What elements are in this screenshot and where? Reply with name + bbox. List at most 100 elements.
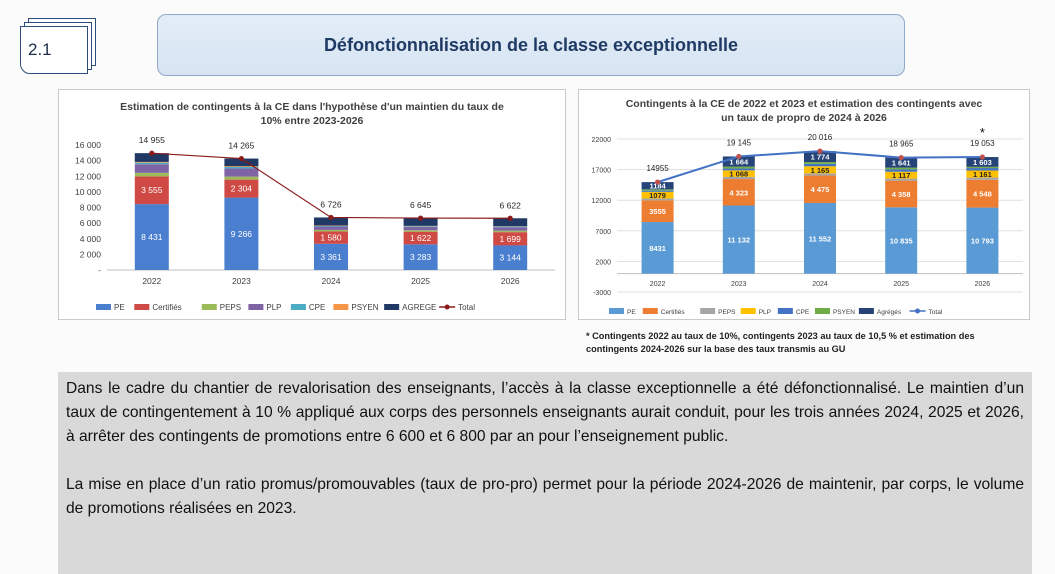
bar-segment-plp xyxy=(314,226,348,230)
legend-label: CPE xyxy=(309,303,325,312)
y-tick-label: 6 000 xyxy=(80,218,102,228)
bar-segment-pe xyxy=(641,222,674,274)
legend-marker xyxy=(915,308,921,314)
legend-marker xyxy=(444,304,450,310)
total-label: 14 265 xyxy=(228,141,254,151)
bar-segment-peps xyxy=(403,230,438,232)
bar-segment-pe xyxy=(885,207,918,274)
data-label: 1 641 xyxy=(892,159,911,168)
legend-label: Agrégés xyxy=(877,309,902,316)
bar-segment-peps xyxy=(134,172,169,177)
total-label: 6 726 xyxy=(320,199,342,209)
bar-segment-cpe xyxy=(641,190,674,192)
bar-segment-agrege xyxy=(403,218,438,226)
total-label: 20 016 xyxy=(808,133,833,142)
bar-segment-pe xyxy=(804,202,836,274)
data-label: 3 283 xyxy=(410,252,432,262)
data-label: 9 266 xyxy=(231,229,253,239)
x-tick-label: 2025 xyxy=(893,281,909,288)
bar-segment-peps xyxy=(493,230,528,233)
bar-segment-cpe xyxy=(134,162,169,165)
y-tick-label: 7000 xyxy=(595,229,611,236)
total-label: 19 053 xyxy=(970,139,995,148)
total-label: 14 955 xyxy=(139,135,165,145)
legend-swatch xyxy=(134,304,150,310)
bar-segment-certifiés xyxy=(314,231,348,244)
legend-label: Certifiés xyxy=(661,309,686,316)
total-point xyxy=(817,148,823,154)
bar-segment-agrégés xyxy=(804,151,836,163)
bar-segment-certifiés xyxy=(804,175,836,203)
bar-segment-agrege xyxy=(314,217,348,226)
bar-segment-agrégés xyxy=(966,157,999,167)
bar-segment-agrégés xyxy=(885,157,918,168)
legend-label: PE xyxy=(627,309,636,316)
bar-segment-cpe xyxy=(493,226,528,228)
x-tick-label: 2026 xyxy=(975,281,991,288)
bar-segment-pe xyxy=(493,245,528,270)
total-label: 19 145 xyxy=(727,138,752,147)
chart-svg: -3000 2000 7000 12000 17000 22000 8431 3555 1079… xyxy=(592,125,1023,316)
bar-segment-pe xyxy=(403,244,438,270)
data-label: 3 361 xyxy=(320,252,342,262)
legend-label: PE xyxy=(114,303,125,312)
section-badge: 2.1 xyxy=(18,18,100,80)
data-label: 1 664 xyxy=(729,158,749,167)
bar-segment-pe xyxy=(314,243,348,270)
badge-sheet-front xyxy=(20,26,88,74)
total-label: 18 965 xyxy=(889,140,914,149)
data-label: 1 165 xyxy=(811,166,830,175)
data-label: 1 774 xyxy=(811,153,831,162)
legend-swatch xyxy=(740,308,756,314)
bar-segment-cpe xyxy=(722,168,755,171)
data-label: 11 132 xyxy=(728,236,751,245)
bar-segment-certifiés xyxy=(493,232,528,246)
total-point xyxy=(238,155,244,162)
bar-segment-pe xyxy=(134,204,169,270)
total-point xyxy=(979,154,985,160)
bar-segment-peps xyxy=(885,178,918,181)
legend-swatch xyxy=(384,304,400,310)
bar-segment-pe xyxy=(966,207,999,274)
x-tick-label: 2024 xyxy=(322,276,341,286)
bar-segment-plp xyxy=(493,227,528,231)
bar-segment-psyen xyxy=(885,167,918,170)
x-tick-label: 2023 xyxy=(232,276,251,286)
data-label: 8 431 xyxy=(141,232,163,242)
legend-swatch xyxy=(858,308,874,314)
bar-segment-cpe xyxy=(403,226,438,227)
bar-segment-plp xyxy=(641,191,674,199)
bar-segment-psyen xyxy=(224,166,259,167)
y-tick-label: - xyxy=(98,265,101,275)
legend-swatch xyxy=(201,304,217,310)
y-tick-label: 2 000 xyxy=(80,249,102,259)
bar-segment-agrege xyxy=(493,218,528,227)
total-point xyxy=(507,215,513,221)
chart-footnote: * Contingents 2022 au taux de 10%, conti… xyxy=(586,331,975,354)
bar-segment-cpe xyxy=(224,166,259,169)
y-tick-label: 2000 xyxy=(595,259,611,266)
legend-swatch xyxy=(96,304,111,310)
total-point xyxy=(736,153,742,160)
data-label: 3555 xyxy=(649,207,666,216)
total-point xyxy=(418,215,424,221)
asterisk-marker: * xyxy=(980,125,985,140)
bar-segment-certifiés xyxy=(966,179,999,208)
bar-segment-certifiés xyxy=(722,179,755,206)
x-tick-label: 2022 xyxy=(650,281,666,288)
data-label: 3 144 xyxy=(500,253,522,263)
bar-segment-peps xyxy=(722,176,755,180)
bar-segment-psyen xyxy=(722,166,755,169)
data-label: 4 548 xyxy=(973,190,992,199)
x-tick-label: 2025 xyxy=(411,276,430,286)
y-tick-label: 16 000 xyxy=(75,140,101,150)
data-label: 1 622 xyxy=(410,233,432,243)
y-tick-label: -3000 xyxy=(593,290,611,297)
bar-segment-plp xyxy=(804,166,836,174)
legend-label: Total xyxy=(458,303,475,312)
y-tick-label: 14 000 xyxy=(75,156,101,166)
total-point xyxy=(149,150,155,156)
bar-segment-cpe xyxy=(885,169,918,172)
total-label: 6 622 xyxy=(500,200,522,210)
